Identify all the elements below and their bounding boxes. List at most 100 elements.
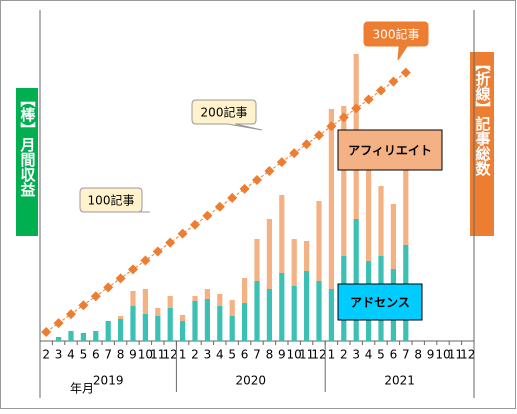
x-tick-label: 5 — [80, 348, 88, 362]
bar — [130, 306, 136, 341]
bar — [217, 306, 223, 341]
bar — [254, 281, 260, 341]
line-marker — [41, 327, 52, 338]
x-tick-label: 4 — [365, 348, 373, 362]
bar — [303, 271, 310, 341]
x-tick-label: 8 — [414, 348, 422, 362]
year-label: 2019 — [93, 374, 124, 388]
x-tick-label: 9 — [129, 348, 137, 362]
year-label: 2021 — [384, 374, 415, 388]
x-tick-label: 6 — [390, 348, 398, 362]
x-label: 年月 — [70, 382, 94, 396]
x-tick-label: 4 — [67, 348, 75, 362]
line-marker — [227, 192, 238, 203]
line-marker — [276, 157, 287, 168]
x-tick-label: 4 — [216, 348, 224, 362]
bar — [266, 289, 273, 341]
line-marker — [90, 291, 101, 302]
x-tick-label: 3 — [352, 348, 360, 362]
x-tick-label: 2 — [42, 348, 50, 362]
bar — [117, 319, 124, 341]
bar — [241, 278, 248, 303]
bar — [192, 301, 198, 341]
line-marker — [376, 85, 386, 96]
x-tick-label: 2 — [340, 348, 348, 362]
annotation: 300記事 — [373, 27, 420, 42]
bar — [316, 281, 322, 341]
bar — [316, 201, 322, 281]
line-marker — [388, 76, 399, 87]
line-marker — [103, 282, 114, 293]
bar — [179, 315, 186, 321]
y2-label: 【折線】記事総数 — [474, 56, 492, 177]
bar — [229, 316, 235, 341]
line-marker — [177, 228, 188, 239]
legend-label: アフィリエイト — [348, 144, 432, 158]
x-tick-label: 7 — [402, 348, 410, 362]
x-tick-label: 11 — [299, 348, 314, 362]
bar — [365, 131, 372, 261]
bar — [303, 241, 310, 271]
bar — [328, 289, 335, 341]
bar — [142, 289, 149, 314]
x-tick-label: 1 — [179, 348, 187, 362]
line-marker — [252, 174, 262, 185]
x-tick-label: 8 — [117, 348, 125, 362]
x-tick-label: 9 — [278, 348, 286, 362]
bar — [403, 165, 409, 245]
line-marker — [165, 237, 176, 248]
bar — [390, 204, 397, 269]
annotation: 200記事 — [201, 105, 248, 120]
line-marker — [53, 318, 64, 329]
x-tick-label: 11 — [448, 348, 463, 362]
line-marker — [128, 264, 138, 275]
bar — [105, 321, 111, 341]
x-tick-label: 10 — [435, 348, 450, 362]
x-tick-label: 6 — [92, 348, 100, 362]
bar — [279, 195, 285, 273]
x-tick-label: 12 — [311, 348, 326, 362]
bar — [291, 239, 297, 286]
line-marker — [66, 309, 76, 320]
bar — [279, 273, 285, 341]
x-tick-label: 8 — [266, 348, 274, 362]
legend-box — [337, 129, 443, 171]
y-label: 【棒】月間収益 — [19, 92, 37, 197]
bar — [155, 308, 161, 316]
line-marker — [214, 201, 225, 212]
bar — [55, 337, 62, 341]
line-marker — [264, 166, 275, 177]
line-marker — [202, 210, 213, 221]
line-marker — [152, 246, 163, 257]
x-tick-label: 3 — [55, 348, 63, 362]
bar — [167, 296, 173, 308]
bar — [80, 333, 87, 341]
line-marker — [400, 67, 411, 78]
bar — [353, 219, 359, 341]
bar — [155, 316, 161, 341]
bar — [341, 106, 347, 256]
x-tick-label: 12 — [163, 348, 178, 362]
bar — [192, 296, 198, 301]
legend-label: アドセンス — [350, 296, 410, 310]
bar — [68, 331, 74, 341]
bar — [204, 289, 211, 299]
bar — [93, 331, 99, 341]
year-label: 2020 — [236, 374, 267, 388]
callout — [79, 187, 150, 213]
x-tick-label: 5 — [377, 348, 385, 362]
bar — [229, 300, 235, 316]
line-marker — [301, 139, 312, 150]
x-tick-label: 3 — [204, 348, 212, 362]
line-marker — [314, 130, 324, 141]
callout — [363, 21, 429, 61]
x-tick-label: 2 — [191, 348, 199, 362]
bar — [167, 308, 173, 341]
x-tick-label: 9 — [427, 348, 435, 362]
x-tick-label: 5 — [228, 348, 236, 362]
legend-box — [337, 283, 423, 321]
line — [45, 72, 407, 333]
bar — [204, 299, 211, 341]
line-marker — [363, 94, 374, 105]
